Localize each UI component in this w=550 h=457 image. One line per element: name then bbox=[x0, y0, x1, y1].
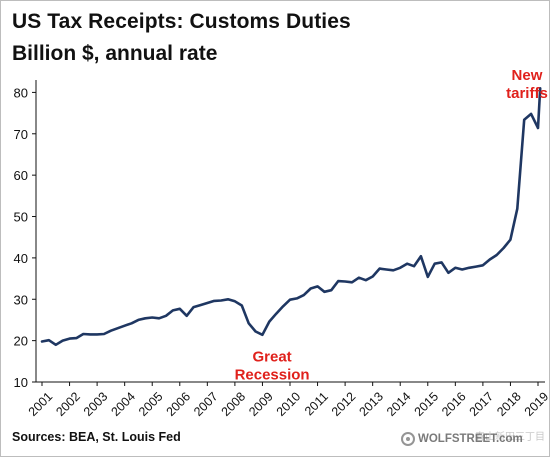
watermark-overlay-text: 春山新田三丁目 bbox=[475, 432, 545, 443]
y-tick-label: 60 bbox=[14, 168, 28, 183]
x-tick-labels: 2001200220032004200520062007200820092010… bbox=[26, 382, 550, 419]
x-tick-label: 2019 bbox=[522, 389, 550, 419]
y-tick-label: 30 bbox=[14, 292, 28, 307]
x-tick-label: 2017 bbox=[467, 389, 497, 419]
x-tick-label: 2008 bbox=[219, 389, 249, 419]
y-tick-label: 20 bbox=[14, 334, 28, 349]
annotation-label: New tariffs bbox=[506, 67, 548, 102]
watermark-text: WOLFSTREET.com bbox=[418, 433, 523, 445]
x-tick-label: 2013 bbox=[356, 389, 386, 419]
x-tick-label: 2018 bbox=[494, 389, 524, 419]
x-tick-label: 2002 bbox=[53, 389, 83, 419]
x-tick-label: 2011 bbox=[302, 389, 331, 418]
y-tick-label: 80 bbox=[14, 85, 28, 100]
annotation-label: Great Recession bbox=[235, 348, 310, 383]
series-layer bbox=[40, 87, 542, 347]
x-tick-label: 2012 bbox=[329, 389, 359, 419]
x-tick-label: 2007 bbox=[191, 389, 221, 419]
x-tick-label: 2005 bbox=[136, 389, 166, 419]
watermark-logo-icon bbox=[401, 432, 415, 446]
x-tick-label: 2015 bbox=[412, 389, 442, 419]
chart-title: US Tax Receipts: Customs Duties bbox=[12, 10, 351, 33]
series-line bbox=[40, 87, 542, 347]
x-tick-label: 2010 bbox=[274, 389, 304, 419]
x-tick-label: 2003 bbox=[81, 389, 111, 419]
y-tick-label: 10 bbox=[14, 375, 28, 390]
y-tick-label: 40 bbox=[14, 251, 28, 266]
chart-subtitle: Billion $, annual rate bbox=[12, 42, 218, 65]
x-tick-label: 2001 bbox=[26, 389, 56, 419]
source-note: Sources: BEA, St. Louis Fed bbox=[12, 430, 181, 444]
x-tick-label: 2006 bbox=[164, 389, 194, 419]
y-tick-labels: 10 20 30 40 50 60 70 80 bbox=[14, 85, 36, 390]
x-tick-label: 2009 bbox=[246, 389, 276, 419]
y-tick-label: 70 bbox=[14, 127, 28, 142]
x-tick-label: 2004 bbox=[108, 389, 138, 419]
x-tick-label: 2016 bbox=[439, 389, 469, 419]
x-tick-label: 2014 bbox=[384, 389, 414, 419]
watermark: WOLFSTREET.com 春山新田三丁目 bbox=[401, 428, 545, 450]
annotations: New tariffs Great Recession bbox=[235, 67, 548, 383]
y-tick-label: 50 bbox=[14, 210, 28, 225]
